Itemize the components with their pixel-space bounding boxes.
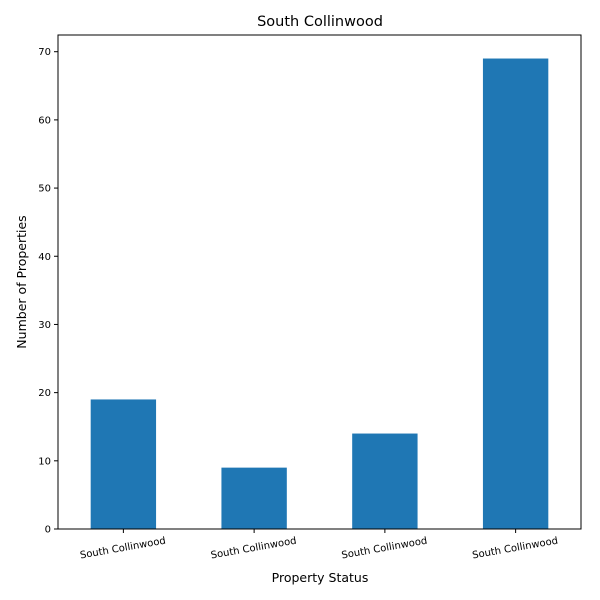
x-tick-label-3: South Collinwood: [472, 536, 559, 562]
x-axis-label: Property Status: [272, 570, 369, 585]
x-tick-label-0: South Collinwood: [79, 536, 166, 562]
y-tick-label-4: 40: [38, 252, 51, 263]
plot-frame: [57, 34, 582, 530]
bars-group: [90, 58, 549, 530]
y-tick-label-3: 30: [38, 320, 51, 331]
bar-0: [90, 399, 157, 529]
x-tick-label-1: South Collinwood: [210, 536, 297, 562]
y-tick-label-6: 60: [38, 115, 51, 126]
y-tick-label-1: 10: [38, 456, 51, 467]
y-tick-label-7: 70: [38, 47, 51, 58]
x-tick-label-2: South Collinwood: [341, 536, 428, 562]
bar-2: [352, 433, 418, 529]
chart-title: South Collinwood: [257, 14, 383, 30]
y-tick-label-5: 50: [38, 184, 51, 195]
x-axis: South Collinwood South Collinwood South Co…: [79, 529, 559, 561]
y-tick-label-2: 20: [38, 388, 51, 399]
bar-3: [482, 58, 549, 530]
y-axis-label: Number of Properties: [14, 215, 29, 348]
y-tick-label-0: 0: [45, 525, 51, 536]
y-axis: 0 10 20 30 40 50 60 70: [38, 47, 58, 536]
bar-1: [221, 467, 287, 529]
